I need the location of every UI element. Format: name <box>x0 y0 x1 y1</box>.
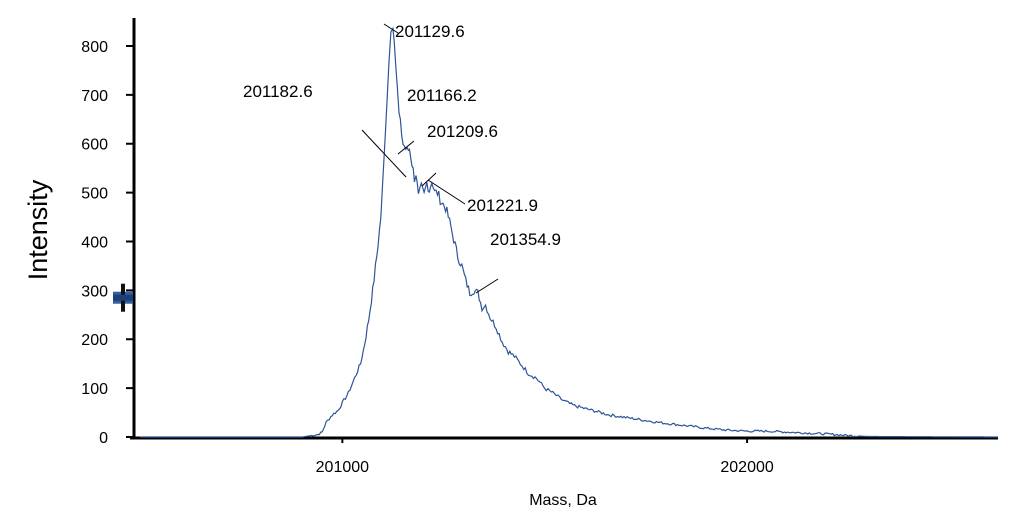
y-tick-label: 800 <box>81 39 108 56</box>
x-axis-ticks: 201000 202000 <box>316 437 774 476</box>
annotation-label: 201182.6 <box>243 82 313 101</box>
y-tick-label: 400 <box>81 234 108 251</box>
series-line-intensity <box>140 26 998 438</box>
y-tick-label: 300 <box>81 283 108 300</box>
annotation-label: 201166.2 <box>407 86 477 105</box>
y-tick-label: 0 <box>99 430 108 447</box>
annotation-leader-line <box>383 23 399 34</box>
marker-core <box>113 294 133 301</box>
annotation-leader-line <box>421 172 437 187</box>
y-tick-label: 100 <box>81 381 108 398</box>
annotation-label: 201221.9 <box>467 196 538 215</box>
annotation-leader-line <box>397 140 415 155</box>
annotation-leader-line <box>475 278 499 294</box>
y-axis-marker-icon <box>113 283 133 312</box>
x-tick-label: 201000 <box>316 459 369 476</box>
annotation-label: 201209.6 <box>427 122 498 141</box>
y-tick-label: 500 <box>81 186 108 203</box>
y-tick-label: 600 <box>81 137 108 154</box>
y-axis-ticks: 0 100 200 300 400 500 600 700 800 <box>81 39 134 447</box>
annotation-label: 201129.6 <box>395 22 465 41</box>
annotation-leader-line <box>361 129 407 178</box>
y-axis-title: Intensity <box>23 179 53 280</box>
axes <box>130 18 998 440</box>
annotation-leader-line <box>427 179 466 205</box>
x-tick-label: 202000 <box>720 459 773 476</box>
y-tick-label: 200 <box>81 332 108 349</box>
peak-annotations: 201129.6 201182.6 201166.2 201209.6 201221.9… <box>243 22 561 294</box>
x-axis-title: Mass, Da <box>529 492 597 509</box>
y-tick-label: 700 <box>81 88 108 105</box>
annotation-label: 201354.9 <box>490 230 561 249</box>
